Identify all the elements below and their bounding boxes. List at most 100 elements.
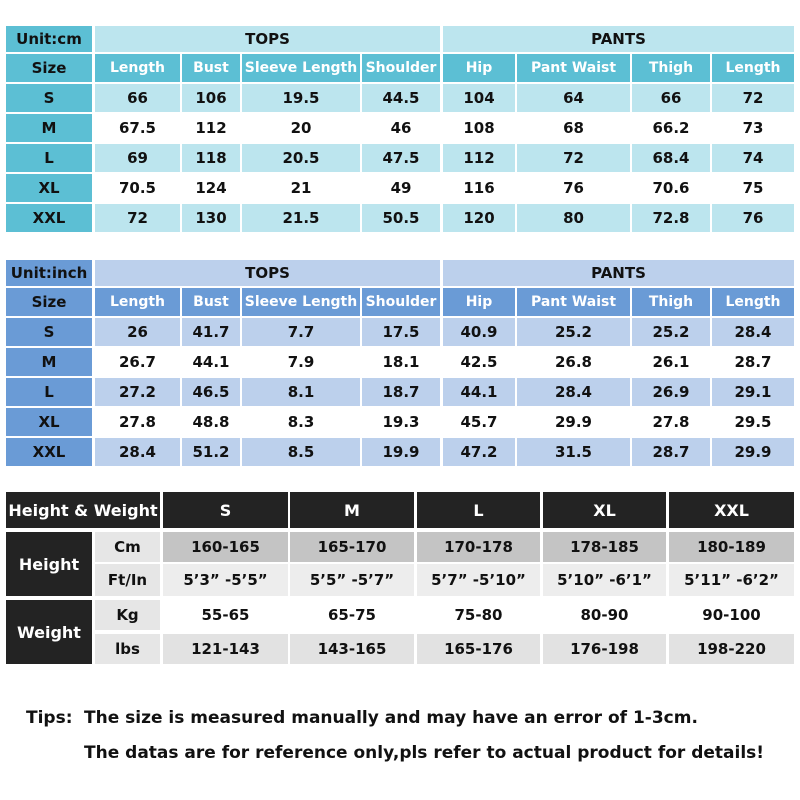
column-header: Hip [443,54,515,82]
size-value: 18.1 [362,348,440,376]
size-value: 66 [632,84,710,112]
size-value: 72 [95,204,180,232]
size-value: 104 [443,84,515,112]
size-value: 76 [712,204,794,232]
group-header: PANTS [443,260,794,286]
group-header: TOPS [95,26,440,52]
size-label: XXL [6,204,92,232]
size-value: 29.5 [712,408,794,436]
size-value: 70.5 [95,174,180,202]
size-value: 80 [517,204,630,232]
size-value: 19.5 [242,84,360,112]
hw-value: 143-165 [290,634,414,664]
size-value: 48.8 [182,408,240,436]
tip-text: The size is measured manually and may ha… [84,708,698,728]
column-header: Shoulder [362,54,440,82]
size-value: 7.7 [242,318,360,346]
size-value: 46.5 [182,378,240,406]
size-value: 28.4 [517,378,630,406]
column-header: Length [95,54,180,82]
size-value: 68.4 [632,144,710,172]
size-value: 47.2 [443,438,515,466]
size-value: 26.8 [517,348,630,376]
hw-value: 75-80 [417,600,540,630]
size-value: 130 [182,204,240,232]
size-value: 44.1 [182,348,240,376]
size-value: 118 [182,144,240,172]
group-header: PANTS [443,26,794,52]
hw-value: 180-189 [669,532,794,562]
size-value: 26.7 [95,348,180,376]
size-value: 69 [95,144,180,172]
hw-value: 80-90 [543,600,666,630]
size-value: 44.1 [443,378,515,406]
size-value: 7.9 [242,348,360,376]
column-header: Sleeve Length [242,54,360,82]
size-value: 116 [443,174,515,202]
size-value: 42.5 [443,348,515,376]
size-label: S [6,84,92,112]
size-value: 66 [95,84,180,112]
hw-header: Height & Weight [6,492,160,528]
hw-unit: Kg [95,600,160,630]
column-header: Bust [182,54,240,82]
hw-value: 5’3” -5’5” [163,564,288,596]
tip-text: The datas are for reference only,pls ref… [84,743,765,763]
size-value: 106 [182,84,240,112]
hw-value: 198-220 [669,634,794,664]
column-header: Shoulder [362,288,440,316]
size-value: 112 [182,114,240,142]
hw-value: 90-100 [669,600,794,630]
column-header: Length [712,54,794,82]
hw-header: S [163,492,288,528]
size-value: 31.5 [517,438,630,466]
size-value: 47.5 [362,144,440,172]
column-header: Bust [182,288,240,316]
size-value: 40.9 [443,318,515,346]
size-value: 18.7 [362,378,440,406]
size-value: 50.5 [362,204,440,232]
size-value: 28.7 [632,438,710,466]
size-value: 51.2 [182,438,240,466]
size-value: 27.8 [95,408,180,436]
hw-group-label: Height [6,532,92,596]
hw-header: XL [543,492,666,528]
hw-value: 160-165 [163,532,288,562]
size-value: 20 [242,114,360,142]
hw-value: 176-198 [543,634,666,664]
size-label: XL [6,408,92,436]
size-value: 68 [517,114,630,142]
size-label: S [6,318,92,346]
hw-header: XXL [669,492,794,528]
column-header: Pant Waist [517,288,630,316]
size-value: 19.3 [362,408,440,436]
size-label: M [6,114,92,142]
unit-label: Unit:cm [6,26,92,52]
hw-value: 165-170 [290,532,414,562]
size-value: 66.2 [632,114,710,142]
size-value: 112 [443,144,515,172]
size-value: 28.7 [712,348,794,376]
size-value: 70.6 [632,174,710,202]
size-value: 8.5 [242,438,360,466]
size-value: 29.1 [712,378,794,406]
column-header: Size [6,54,92,82]
size-value: 25.2 [517,318,630,346]
unit-label: Unit:inch [6,260,92,286]
size-value: 72 [712,84,794,112]
column-header: Thigh [632,54,710,82]
column-header: Length [95,288,180,316]
size-value: 28.4 [712,318,794,346]
size-value: 72.8 [632,204,710,232]
size-label: L [6,144,92,172]
size-value: 19.9 [362,438,440,466]
hw-value: 5’11” -6’2” [669,564,794,596]
size-value: 8.3 [242,408,360,436]
size-value: 120 [443,204,515,232]
size-value: 21 [242,174,360,202]
column-header: Sleeve Length [242,288,360,316]
hw-value: 5’7” -5’10” [417,564,540,596]
size-value: 124 [182,174,240,202]
hw-value: 170-178 [417,532,540,562]
